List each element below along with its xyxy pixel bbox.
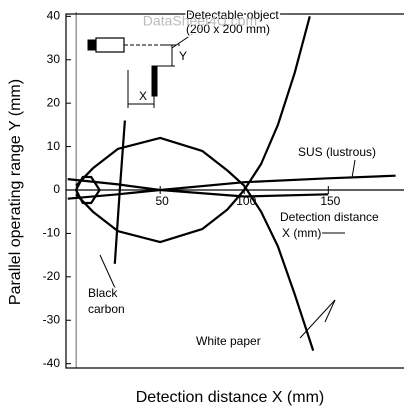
annotation: SUS (lustrous) [298, 145, 376, 159]
annotation: Y [179, 49, 187, 63]
x-tick-label: 150 [320, 194, 340, 208]
y-tick-label: 0 [53, 182, 60, 196]
plot-frame [65, 13, 404, 369]
y-axis-title: Parallel operating range Y (mm) [7, 79, 24, 305]
y-tick-label: 30 [47, 52, 61, 66]
series-line [75, 16, 315, 351]
y-tick-label: 20 [47, 95, 61, 109]
y-tick-label: -10 [43, 226, 61, 240]
y-tick-label: -40 [43, 356, 61, 370]
sensor-icon [87, 21, 211, 108]
annotation: carbon [88, 302, 125, 316]
annotation: Detection distance [280, 210, 379, 224]
y-tick-label: -20 [43, 269, 61, 283]
watermark: DataSheet4U.com [143, 13, 257, 29]
annotation: White paper [196, 334, 261, 348]
x-axis-title: Detection distance X (mm) [136, 389, 325, 406]
annotation: Black [88, 286, 118, 300]
annotation: (200 x 200 mm) [186, 22, 270, 36]
annotation: X (mm) [282, 226, 321, 240]
annotation: Detectable object [186, 8, 279, 22]
annotation: X [139, 89, 147, 103]
series-line [75, 120, 126, 264]
y-tick-label: -30 [43, 312, 61, 326]
y-tick-label: 40 [47, 9, 61, 23]
x-tick-label: 50 [155, 194, 169, 208]
series-line [67, 174, 396, 200]
y-tick-label: 10 [47, 139, 61, 153]
